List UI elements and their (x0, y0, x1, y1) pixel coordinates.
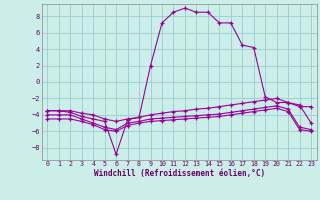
X-axis label: Windchill (Refroidissement éolien,°C): Windchill (Refroidissement éolien,°C) (94, 169, 265, 178)
